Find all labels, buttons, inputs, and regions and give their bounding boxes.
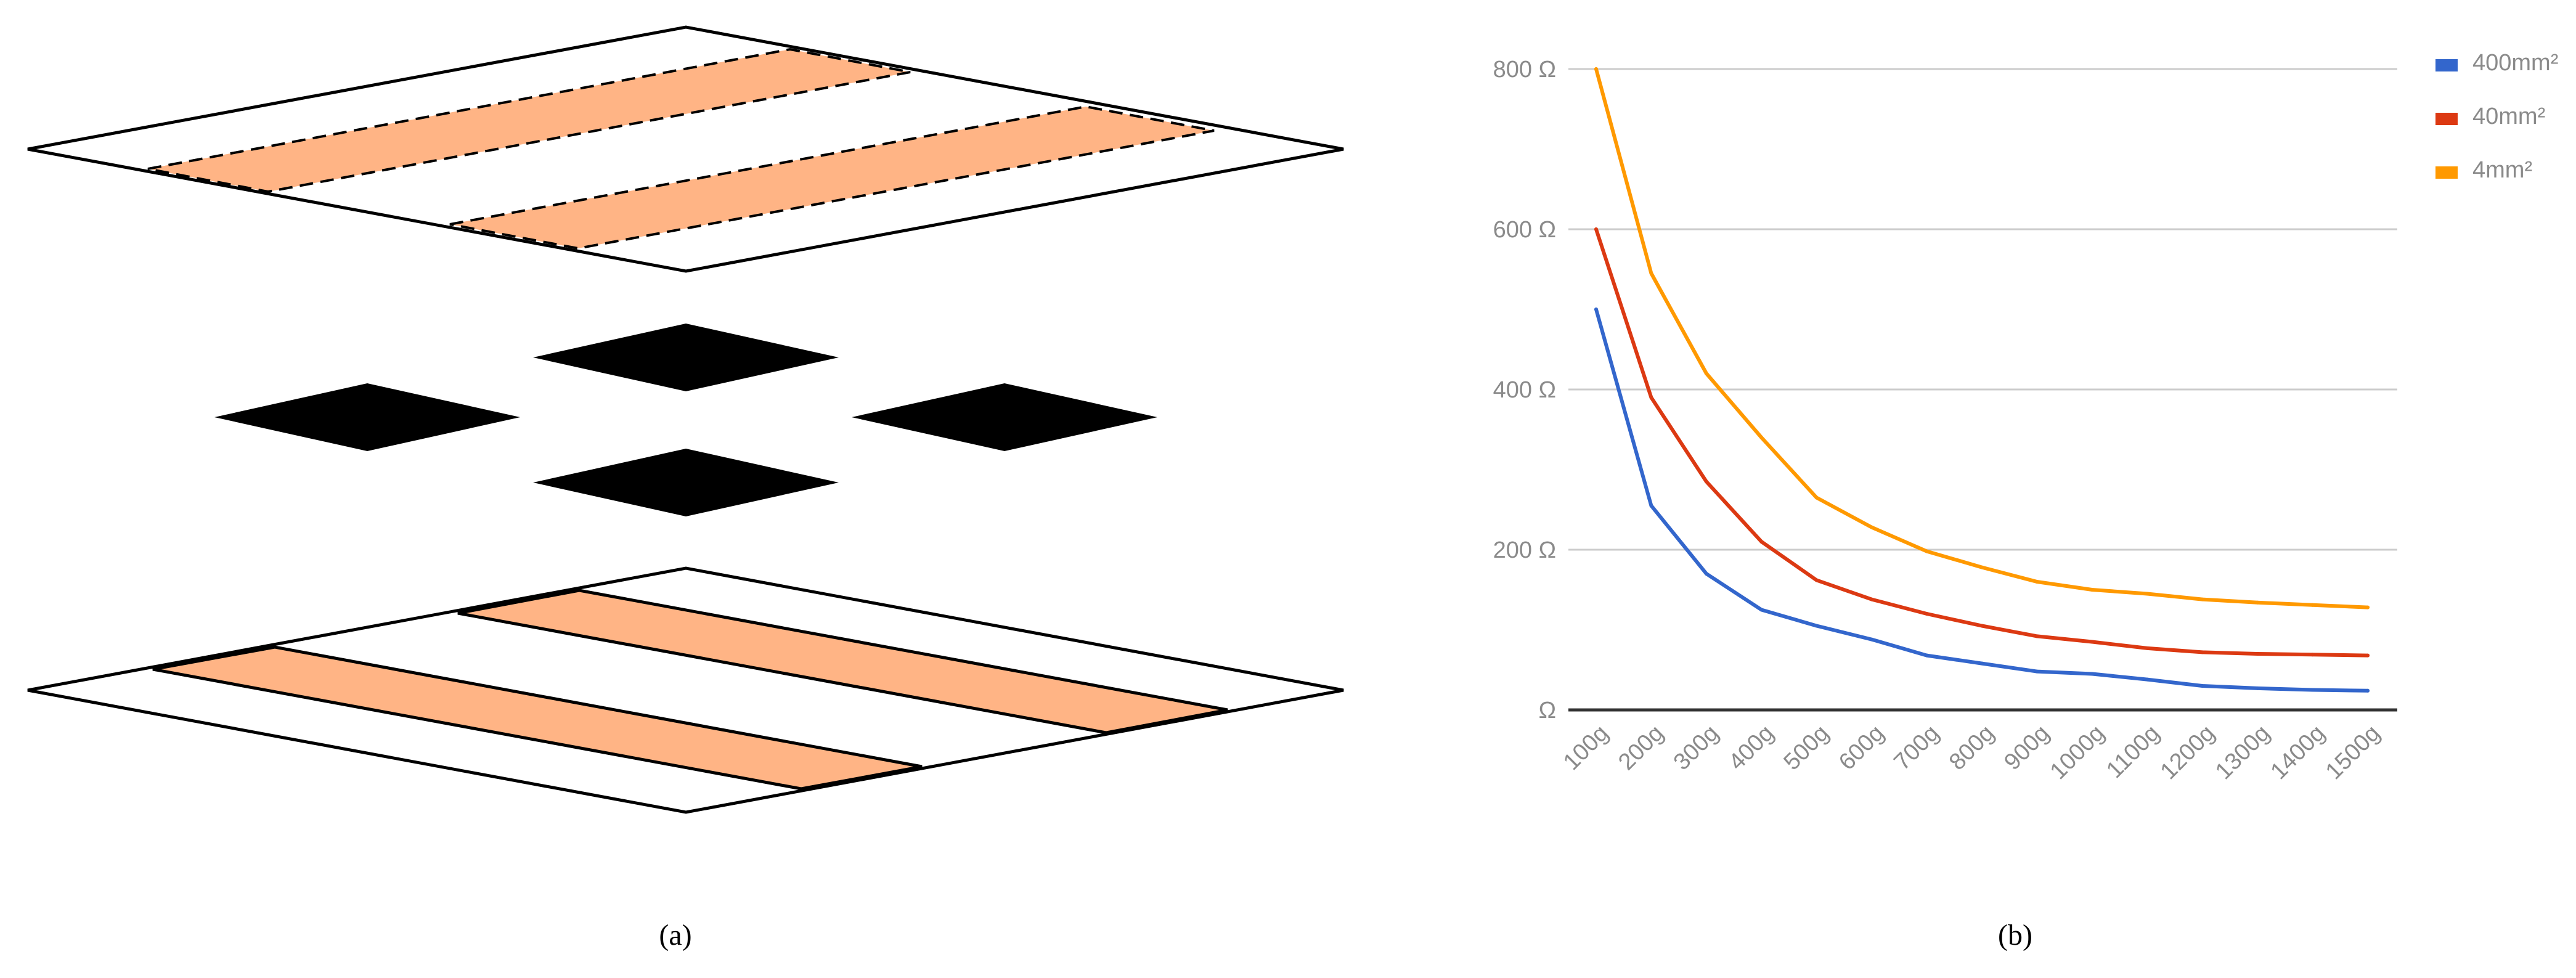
data-point — [1925, 612, 1929, 616]
pad-left — [214, 383, 520, 451]
data-point — [2256, 600, 2260, 605]
data-point — [1704, 479, 1708, 484]
data-point — [2035, 634, 2039, 638]
y-tick-label: 800 Ω — [1493, 57, 1556, 83]
top-layer-strip-1 — [147, 47, 911, 194]
data-point — [2145, 677, 2150, 682]
x-tick-label: 1500g — [2321, 720, 2385, 784]
x-tick-label: 700g — [1889, 720, 1944, 775]
caption-b: (b) — [1998, 919, 2032, 952]
data-point — [1594, 227, 1598, 231]
bottom-layer-strip-2 — [457, 589, 1228, 735]
data-point — [1980, 624, 1984, 628]
data-point — [2035, 669, 2039, 674]
data-point — [2366, 653, 2370, 658]
data-point — [1759, 540, 1764, 544]
resistance-chart: Ω 200 Ω 400 Ω 600 Ω 800 Ω 100g 200g 300g 400g 50… — [1493, 50, 2559, 784]
y-tick-label: Ω — [1539, 698, 1556, 723]
bottom-layer-strip-1 — [152, 645, 923, 791]
data-point — [1814, 578, 1819, 582]
bottom-layer-sheet — [27, 566, 1344, 814]
data-point — [1925, 653, 1929, 658]
data-point — [1759, 608, 1764, 612]
caption-a: (a) — [659, 919, 692, 952]
data-point — [2090, 640, 2094, 644]
data-point — [2366, 605, 2370, 609]
pad-top — [533, 324, 839, 391]
top-layer-sheet — [27, 25, 1344, 273]
data-point — [1870, 525, 1874, 529]
data-point — [1870, 597, 1874, 601]
data-point — [2366, 688, 2370, 693]
y-tick-label: 200 Ω — [1493, 537, 1556, 563]
data-point — [1980, 565, 1984, 569]
series-line — [1594, 227, 2370, 658]
x-tick-label: 200g — [1613, 720, 1668, 775]
y-tick-label: 600 Ω — [1493, 217, 1556, 243]
data-point — [1870, 637, 1874, 642]
data-point — [2200, 684, 2204, 688]
legend-label: 4mm² — [2472, 157, 2532, 183]
data-point — [2256, 686, 2260, 690]
x-tick-label: 1200g — [2156, 720, 2220, 784]
x-tick-label: 1400g — [2266, 720, 2330, 784]
data-point — [2256, 652, 2260, 656]
data-point — [2035, 580, 2039, 584]
series-line — [1594, 67, 2370, 609]
data-point — [2200, 597, 2204, 601]
x-tick-label: 100g — [1559, 720, 1613, 775]
data-point — [1814, 495, 1819, 500]
legend-label: 40mm² — [2472, 104, 2545, 129]
data-point — [1704, 572, 1708, 576]
data-point — [2090, 588, 2094, 592]
data-point — [1759, 436, 1764, 439]
x-tick-label: 300g — [1669, 720, 1724, 775]
legend-swatch — [2435, 166, 2458, 179]
data-point — [2200, 650, 2204, 654]
data-point — [1980, 661, 1984, 666]
data-point — [1649, 503, 1653, 508]
x-tick-label: 1000g — [2045, 720, 2109, 784]
data-point — [1594, 308, 1598, 311]
legend-label: 400mm² — [2472, 50, 2558, 76]
series-line — [1594, 308, 2370, 693]
sensor-layer-diagram — [27, 25, 1344, 814]
x-tick-label: 1100g — [2101, 720, 2164, 783]
data-point — [2310, 688, 2315, 692]
data-point — [1925, 549, 1929, 553]
legend-swatch — [2435, 113, 2458, 125]
data-point — [1649, 271, 1653, 275]
y-tick-label: 400 Ω — [1493, 377, 1556, 403]
x-tick-label: 500g — [1779, 720, 1834, 775]
x-tick-label: 1300g — [2211, 720, 2275, 784]
pad-bottom — [533, 449, 839, 516]
data-point — [1704, 372, 1708, 375]
data-point — [2310, 603, 2315, 607]
x-tick-label: 600g — [1834, 720, 1889, 775]
data-point — [1649, 396, 1653, 399]
data-point — [2145, 592, 2150, 596]
top-layer-strip-2 — [449, 105, 1215, 250]
x-tick-label: 400g — [1724, 720, 1779, 775]
x-tick-label: 800g — [1944, 720, 1999, 775]
data-point — [1594, 67, 1598, 71]
data-point — [2310, 653, 2315, 657]
data-point — [1814, 624, 1819, 628]
pad-right — [852, 383, 1157, 451]
data-point — [2145, 646, 2150, 650]
legend-swatch — [2435, 59, 2458, 71]
data-point — [2090, 672, 2094, 676]
